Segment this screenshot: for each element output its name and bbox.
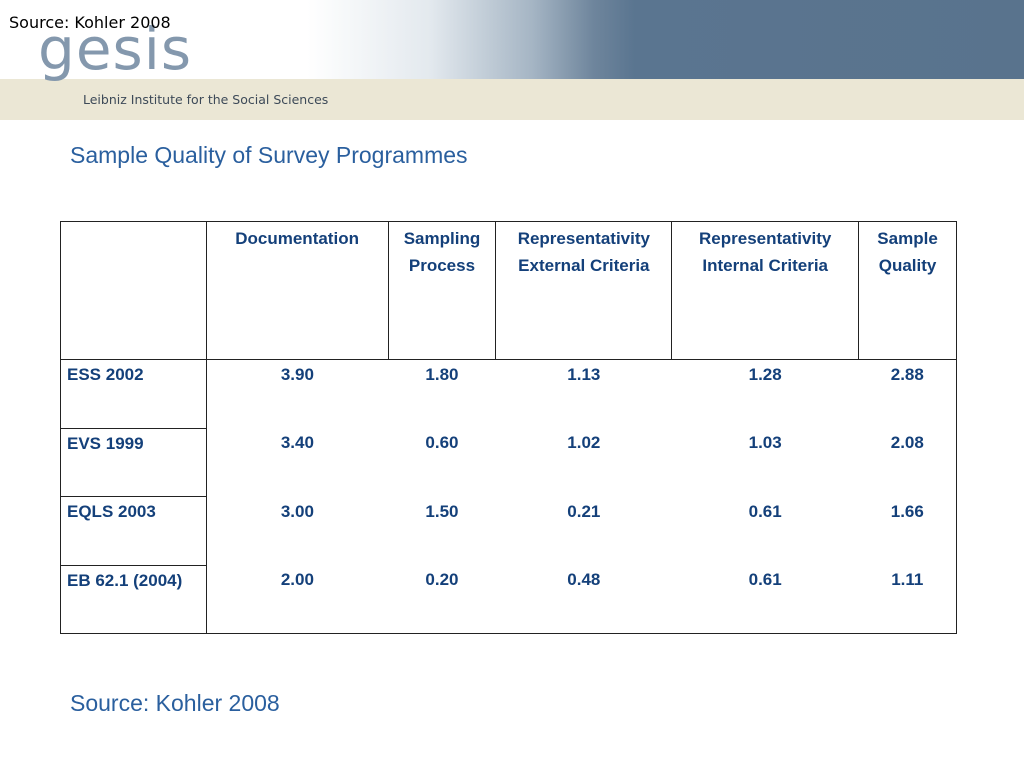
cell-representativity-internal: 0.61 [671,565,859,634]
cell-representativity-internal: 1.28 [748,365,782,384]
institute-name: Leibniz Institute for the Social Science… [83,92,329,107]
table-row: EQLS 2003 3.00 1.50 0.21 0.61 1.66 [60,496,957,566]
cell-documentation: 2.00 [206,565,389,634]
cell-representativity-internal: 1.03 [748,433,782,452]
header-cell-empty [60,221,207,360]
banner-gradient [0,0,1024,79]
cell-sample-quality: 2.08 [858,428,957,497]
table-row: ESS 2002 3.90 1.80 1.13 1.28 2.88 [60,359,957,429]
sample-quality-table: Documentation Sampling Process Represent… [60,221,957,634]
table-row: EVS 1999 3.40 0.60 1.02 1.03 2.08 [60,427,957,497]
row-label: EQLS 2003 [60,496,207,566]
cell-documentation: 3.90 [280,365,314,384]
table-header-row: Documentation Sampling Process Represent… [60,221,957,360]
cell-sampling-process: 0.60 [425,433,459,452]
cell-representativity-external: 1.02 [567,433,601,452]
cell-sample-quality: 1.66 [858,496,957,565]
source-footer: Source: Kohler 2008 [70,690,280,716]
cell-sampling-process: 1.50 [425,501,459,521]
cell-sampling-process: 0.20 [388,565,496,634]
header-cell-sampling-process: Sampling Process [387,221,497,360]
cell-sample-quality: 2.88 [858,359,957,428]
cell-representativity-internal: 0.61 [748,501,782,521]
header-banner: Source: Kohler 2008 gesis Leibniz Instit… [0,0,1024,120]
slide-title: Sample Quality of Survey Programmes [70,142,468,168]
cell-representativity-external: 0.21 [567,501,601,521]
header-cell-documentation: Documentation [205,221,389,360]
table-row: EB 62.1 (2004) 2.00 0.20 0.48 0.61 1.11 [60,564,957,634]
cell-documentation: 3.40 [280,433,314,452]
cell-sampling-process: 1.80 [425,365,459,384]
cell-representativity-external: 0.48 [495,565,672,634]
header-cell-representativity-internal: Representativity Internal Criteria [671,221,860,360]
source-overlay-text: Source: Kohler 2008 [9,13,171,32]
row-label: EVS 1999 [60,427,207,497]
banner-strip [0,79,1024,120]
header-cell-sample-quality: Sample Quality [858,221,957,360]
header-cell-representativity-external: Representativity External Criteria [495,221,673,360]
cell-sample-quality: 1.11 [858,565,957,634]
row-label: ESS 2002 [60,359,207,429]
row-label: EB 62.1 (2004) [60,564,207,634]
cell-representativity-external: 1.13 [567,365,601,384]
gesis-logo: gesis [38,15,193,83]
cell-documentation: 3.00 [280,501,314,521]
